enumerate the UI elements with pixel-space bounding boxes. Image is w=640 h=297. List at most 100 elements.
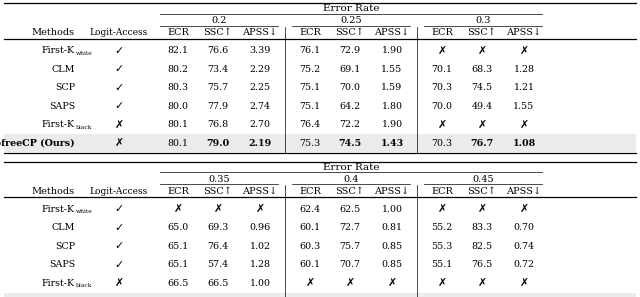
Text: APSS↓: APSS↓ (243, 28, 278, 37)
Text: 62.5: 62.5 (339, 205, 360, 214)
Text: ✓: ✓ (115, 223, 124, 233)
Text: black: black (76, 283, 92, 288)
Text: SSC↑: SSC↑ (468, 187, 497, 196)
Text: ✗: ✗ (477, 278, 486, 288)
Bar (4, 293, 636, 297)
Text: 66.5: 66.5 (207, 279, 228, 288)
Text: 68.3: 68.3 (472, 65, 493, 74)
Text: 75.3: 75.3 (300, 139, 321, 148)
Text: ECR: ECR (167, 28, 189, 37)
Text: SSC↑: SSC↑ (204, 187, 232, 196)
Text: 0.2: 0.2 (211, 16, 227, 25)
Text: 1.28: 1.28 (513, 65, 534, 74)
Text: ✗: ✗ (437, 204, 447, 214)
Text: 69.1: 69.1 (339, 65, 360, 74)
Text: black: black (76, 125, 92, 129)
Text: 55.2: 55.2 (431, 223, 452, 232)
Text: ✗: ✗ (520, 46, 529, 56)
Text: 80.3: 80.3 (168, 83, 189, 92)
Text: ✗: ✗ (520, 278, 529, 288)
Text: ECR: ECR (431, 187, 453, 196)
Text: 0.25: 0.25 (340, 16, 362, 25)
Text: First-K: First-K (42, 46, 75, 55)
Text: 76.6: 76.6 (207, 46, 228, 55)
Text: ✗: ✗ (173, 204, 182, 214)
Text: ✓: ✓ (115, 204, 124, 214)
Text: 1.43: 1.43 (380, 139, 404, 148)
Text: 65.1: 65.1 (168, 260, 189, 269)
Text: SSC↑: SSC↑ (468, 28, 497, 37)
Text: APSS↓: APSS↓ (374, 187, 410, 196)
Text: 55.1: 55.1 (431, 260, 452, 269)
Text: 2.25: 2.25 (250, 83, 271, 92)
Text: 1.59: 1.59 (381, 83, 403, 92)
Text: ✗: ✗ (115, 278, 124, 288)
Text: 0.81: 0.81 (381, 223, 403, 232)
Text: 64.2: 64.2 (339, 102, 360, 110)
Text: First-K: First-K (42, 205, 75, 214)
Text: 60.1: 60.1 (300, 260, 321, 269)
Text: 76.5: 76.5 (472, 260, 493, 269)
Text: 72.9: 72.9 (339, 46, 360, 55)
Text: SAPS: SAPS (49, 102, 75, 110)
Text: 1.55: 1.55 (381, 65, 403, 74)
Text: 77.9: 77.9 (207, 102, 228, 110)
Text: ✗: ✗ (115, 120, 124, 129)
Text: 73.4: 73.4 (207, 65, 228, 74)
Text: 60.3: 60.3 (300, 242, 321, 251)
Text: 76.8: 76.8 (207, 120, 228, 129)
Text: SSC↑: SSC↑ (335, 28, 364, 37)
Text: ✓: ✓ (115, 46, 124, 56)
Text: 75.2: 75.2 (300, 65, 321, 74)
Text: 70.3: 70.3 (431, 83, 452, 92)
Text: 2.74: 2.74 (250, 102, 271, 110)
Text: 70.3: 70.3 (431, 139, 452, 148)
Text: 70.7: 70.7 (339, 260, 360, 269)
Text: 75.7: 75.7 (339, 242, 360, 251)
Text: 0.85: 0.85 (381, 242, 403, 251)
Text: 75.1: 75.1 (300, 83, 321, 92)
Text: 79.0: 79.0 (207, 139, 230, 148)
Text: 65.1: 65.1 (168, 242, 189, 251)
Text: ✗: ✗ (437, 120, 447, 129)
Text: ✓: ✓ (115, 64, 124, 74)
Text: Error Rate: Error Rate (323, 4, 380, 13)
Text: SCP: SCP (55, 242, 75, 251)
Text: ✗: ✗ (477, 204, 486, 214)
Text: Methods: Methods (32, 187, 75, 196)
Text: ✓: ✓ (115, 241, 124, 251)
Text: 1.90: 1.90 (381, 46, 403, 55)
Text: Error Rate: Error Rate (323, 163, 380, 172)
Text: 0.4: 0.4 (343, 175, 359, 184)
Text: SCP: SCP (55, 83, 75, 92)
Text: 74.5: 74.5 (472, 83, 493, 92)
Text: 75.7: 75.7 (207, 83, 228, 92)
Text: 1.55: 1.55 (513, 102, 534, 110)
Text: First-K: First-K (42, 120, 75, 129)
Text: 80.2: 80.2 (168, 65, 189, 74)
Text: 1.00: 1.00 (250, 279, 271, 288)
Text: ✓: ✓ (115, 260, 124, 270)
Text: ✗: ✗ (520, 120, 529, 129)
Text: ✗: ✗ (437, 46, 447, 56)
Text: 0.35: 0.35 (208, 175, 230, 184)
Text: 72.2: 72.2 (339, 120, 360, 129)
Text: ✗: ✗ (115, 138, 124, 148)
Text: APSS↓: APSS↓ (374, 28, 410, 37)
Text: 0.70: 0.70 (513, 223, 534, 232)
Text: ECR: ECR (299, 187, 321, 196)
Text: ✗: ✗ (346, 278, 355, 288)
Text: ✗: ✗ (255, 204, 264, 214)
Text: 2.70: 2.70 (250, 120, 271, 129)
Text: 1.00: 1.00 (381, 205, 403, 214)
Text: 3.39: 3.39 (250, 46, 271, 55)
Text: CLM: CLM (52, 223, 75, 232)
Text: white: white (76, 209, 93, 214)
Text: 70.0: 70.0 (339, 83, 360, 92)
Text: Logit-Access: Logit-Access (90, 28, 148, 37)
Text: ✗: ✗ (213, 204, 223, 214)
Text: 66.5: 66.5 (167, 279, 189, 288)
Text: Logit-Access: Logit-Access (90, 187, 148, 196)
Text: 1.08: 1.08 (513, 139, 536, 148)
Text: 62.4: 62.4 (300, 205, 321, 214)
